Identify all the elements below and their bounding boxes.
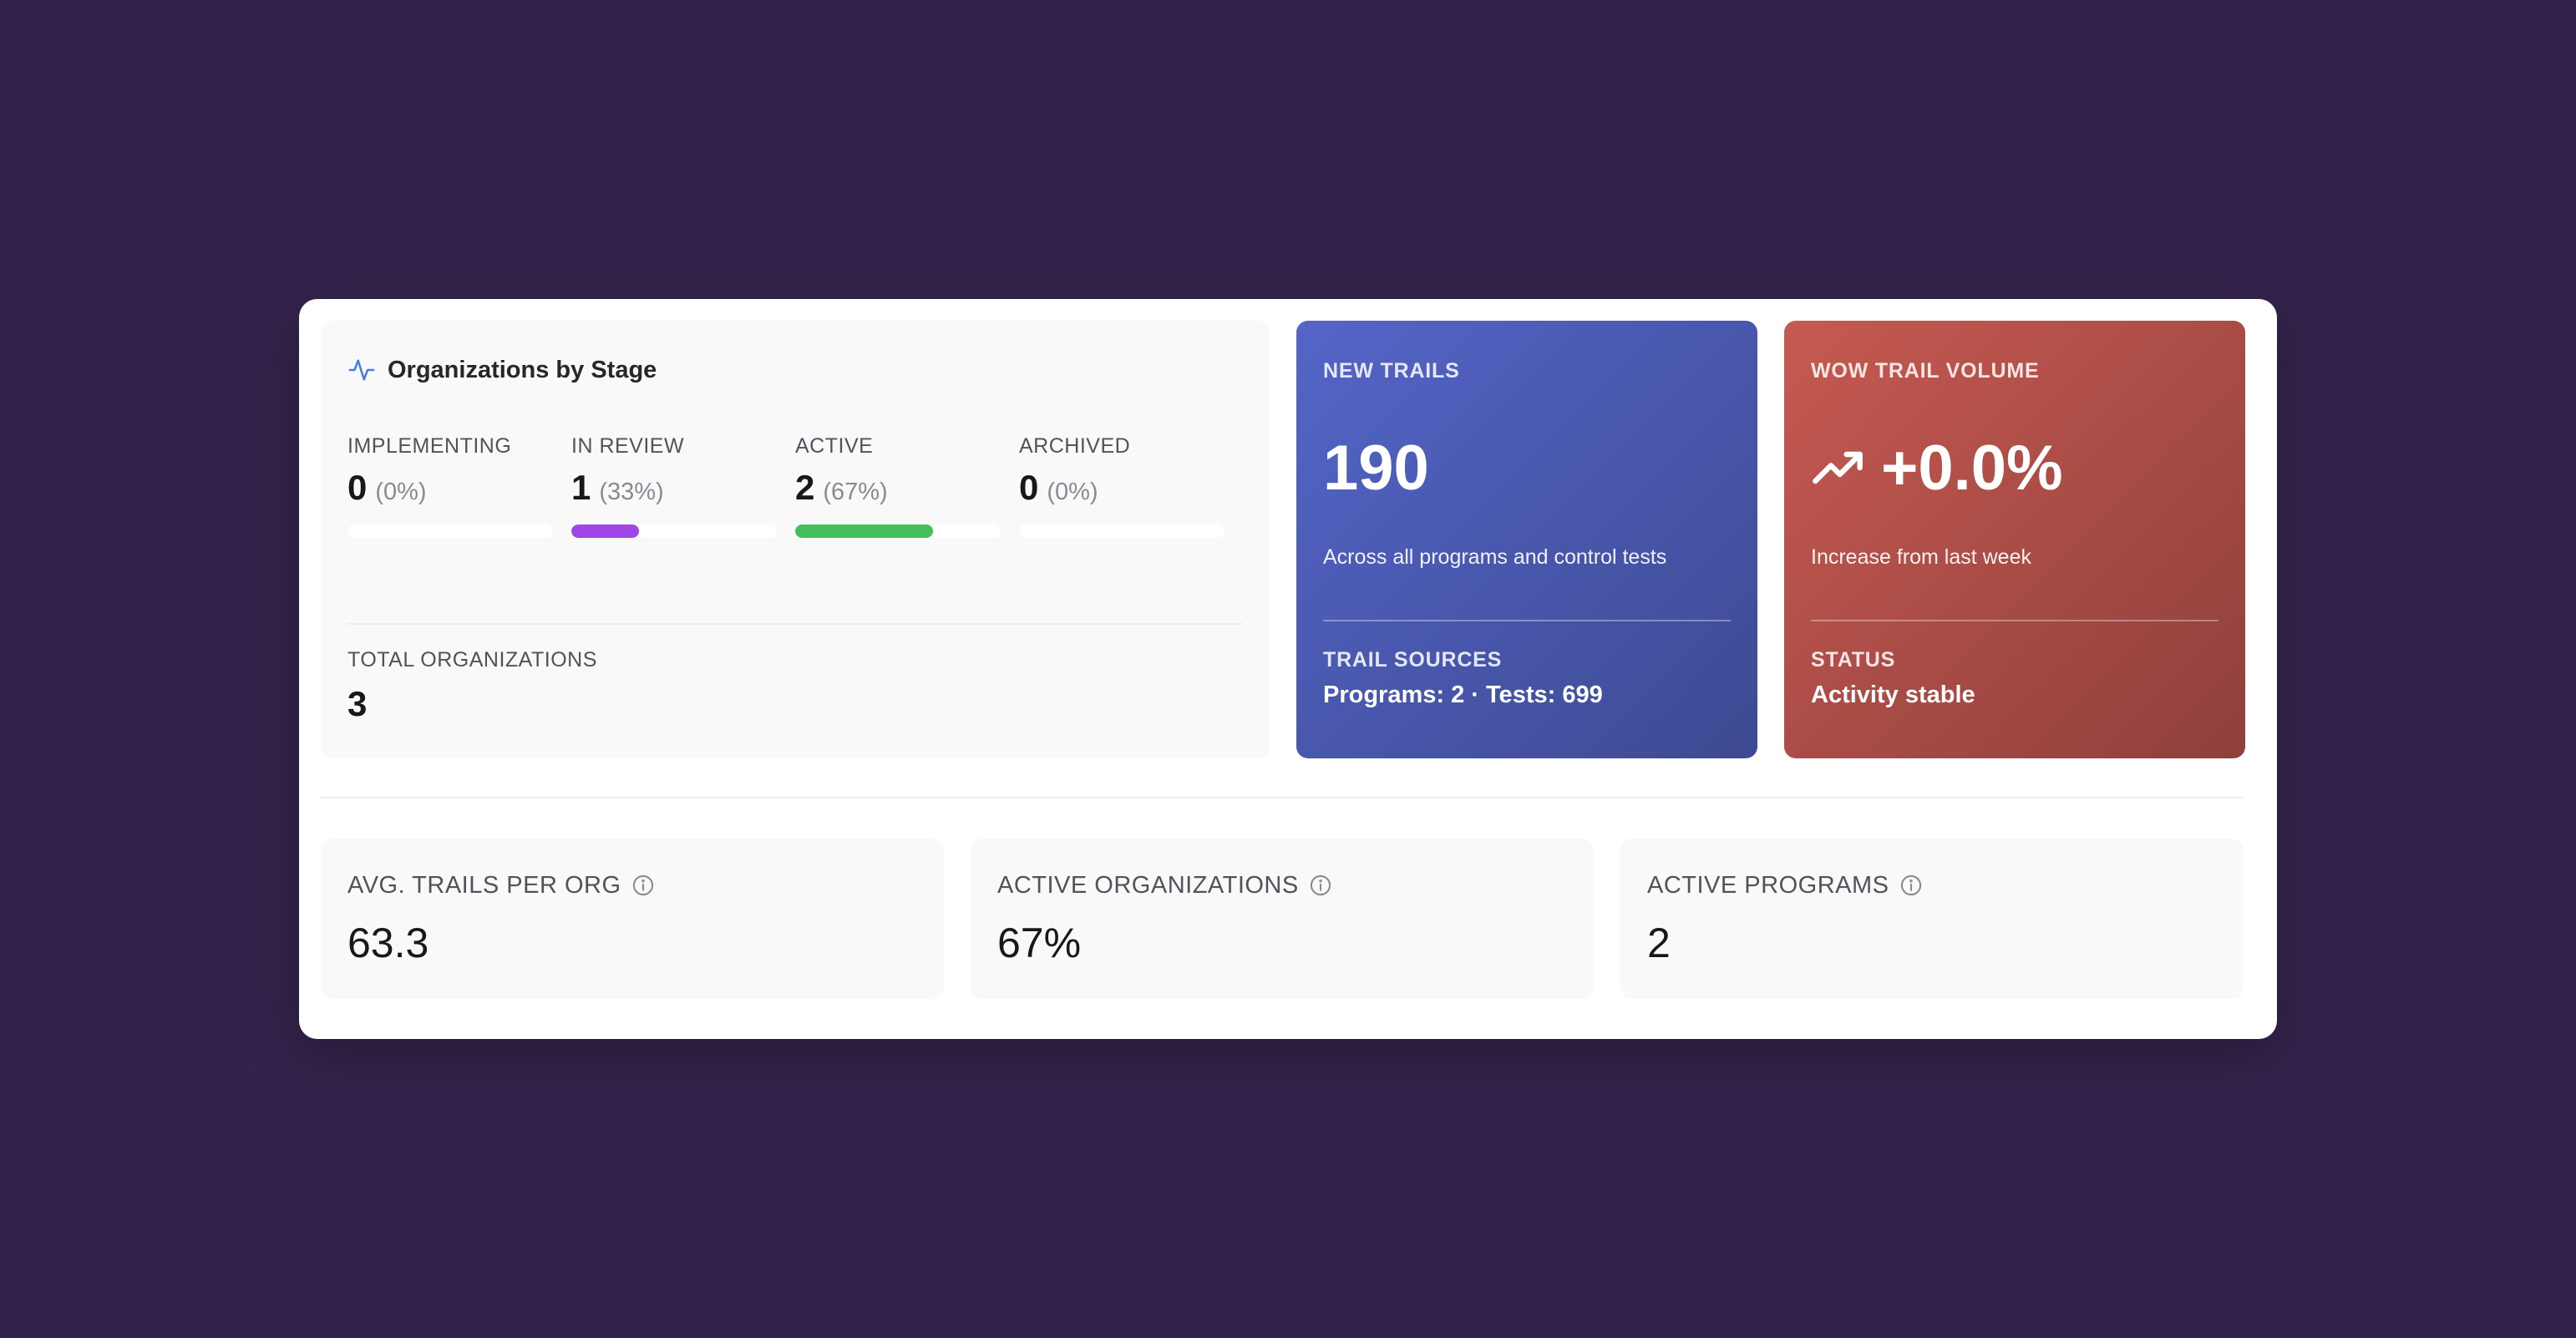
new-trails-value: 190	[1323, 430, 1731, 505]
stage-count: 0	[1019, 468, 1039, 507]
info-icon[interactable]	[1899, 874, 1923, 897]
stage-active: ACTIVE 2 (67%)	[795, 434, 1019, 538]
section-divider	[321, 797, 2244, 798]
metric-value: 67%	[997, 920, 1082, 966]
stage-label: IMPLEMENTING	[347, 434, 512, 458]
stage-progress-bar	[795, 525, 1001, 538]
metric-value: 2	[1647, 920, 1671, 966]
wow-volume-subtitle: Increase from last week	[1811, 545, 2031, 569]
card-title: Organizations by Stage	[388, 356, 657, 383]
stage-progress-fill	[571, 525, 640, 538]
new-trails-label: NEW TRAILS	[1323, 359, 1460, 383]
stage-value: 1 (33%)	[571, 468, 795, 513]
stage-progress-bar	[347, 525, 553, 538]
activity-pulse-icon	[348, 359, 375, 381]
new-trails-card: NEW TRAILS 190 Across all programs and c…	[1296, 321, 1757, 758]
metric-label-text: ACTIVE PROGRAMS	[1647, 871, 1889, 899]
metric-label: AVG. TRAILS PER ORG	[347, 869, 917, 902]
new-trails-subtitle: Across all programs and control tests	[1323, 545, 1667, 569]
info-icon[interactable]	[1309, 874, 1332, 897]
stage-percent: (0%)	[375, 479, 427, 505]
metric-label: ACTIVE ORGANIZATIONS	[997, 869, 1567, 902]
stage-value: 0 (0%)	[1019, 468, 1243, 513]
stage-implementing: IMPLEMENTING 0 (0%)	[347, 434, 571, 538]
stage-percent: (67%)	[823, 479, 888, 505]
stage-label: ARCHIVED	[1019, 434, 1131, 458]
avg-trails-per-org-card: AVG. TRAILS PER ORG 63.3	[321, 839, 944, 999]
active-programs-card: ACTIVE PROGRAMS 2	[1620, 839, 2244, 999]
organizations-by-stage-card: Organizations by Stage IMPLEMENTING 0 (0…	[321, 321, 1270, 758]
stage-archived: ARCHIVED 0 (0%)	[1019, 434, 1243, 538]
trail-sources-value: Programs: 2 · Tests: 699	[1323, 682, 1603, 708]
wow-volume-percent: +0.0%	[1881, 432, 2063, 504]
active-organizations-card: ACTIVE ORGANIZATIONS 67%	[971, 839, 1594, 999]
metric-label-text: AVG. TRAILS PER ORG	[347, 871, 621, 899]
total-label: TOTAL ORGANIZATIONS	[347, 648, 597, 672]
stage-label: IN REVIEW	[571, 434, 685, 458]
stage-count: 2	[795, 468, 815, 507]
wow-trail-volume-card: WOW TRAIL VOLUME +0.0% Increase from las…	[1784, 321, 2245, 758]
stage-count: 0	[347, 468, 368, 507]
status-label: STATUS	[1811, 648, 1896, 672]
total-organizations: TOTAL ORGANIZATIONS 3	[347, 648, 597, 724]
divider	[347, 623, 1243, 625]
card-header: Organizations by Stage	[347, 347, 1243, 393]
status-value: Activity stable	[1811, 682, 1975, 708]
trail-sources-label: TRAIL SOURCES	[1323, 648, 1503, 672]
stage-list: IMPLEMENTING 0 (0%) IN REVIEW 1 (33%)	[347, 434, 1243, 538]
trending-up-icon	[1813, 451, 1863, 484]
stage-count: 1	[571, 468, 591, 507]
stage-progress-bar	[1019, 525, 1225, 538]
metric-value: 63.3	[347, 920, 429, 966]
metric-label: ACTIVE PROGRAMS	[1647, 869, 2217, 902]
stage-progress-bar	[571, 525, 777, 538]
divider	[1323, 620, 1731, 621]
total-value: 3	[347, 684, 368, 723]
stage-progress-fill	[795, 525, 933, 538]
wow-volume-value: +0.0%	[1811, 430, 2219, 505]
metric-label-text: ACTIVE ORGANIZATIONS	[997, 871, 1299, 899]
stage-value: 0 (0%)	[347, 468, 571, 513]
stage-percent: (33%)	[599, 479, 664, 505]
stage-label: ACTIVE	[795, 434, 874, 458]
stage-value: 2 (67%)	[795, 468, 1019, 513]
dashboard-panel: Organizations by Stage IMPLEMENTING 0 (0…	[299, 299, 2277, 1039]
stage-in-review: IN REVIEW 1 (33%)	[571, 434, 795, 538]
divider	[1811, 620, 2219, 621]
new-trails-count: 190	[1323, 432, 1429, 504]
wow-volume-label: WOW TRAIL VOLUME	[1811, 359, 2040, 383]
stage-percent: (0%)	[1047, 479, 1098, 505]
info-icon[interactable]	[631, 874, 655, 897]
